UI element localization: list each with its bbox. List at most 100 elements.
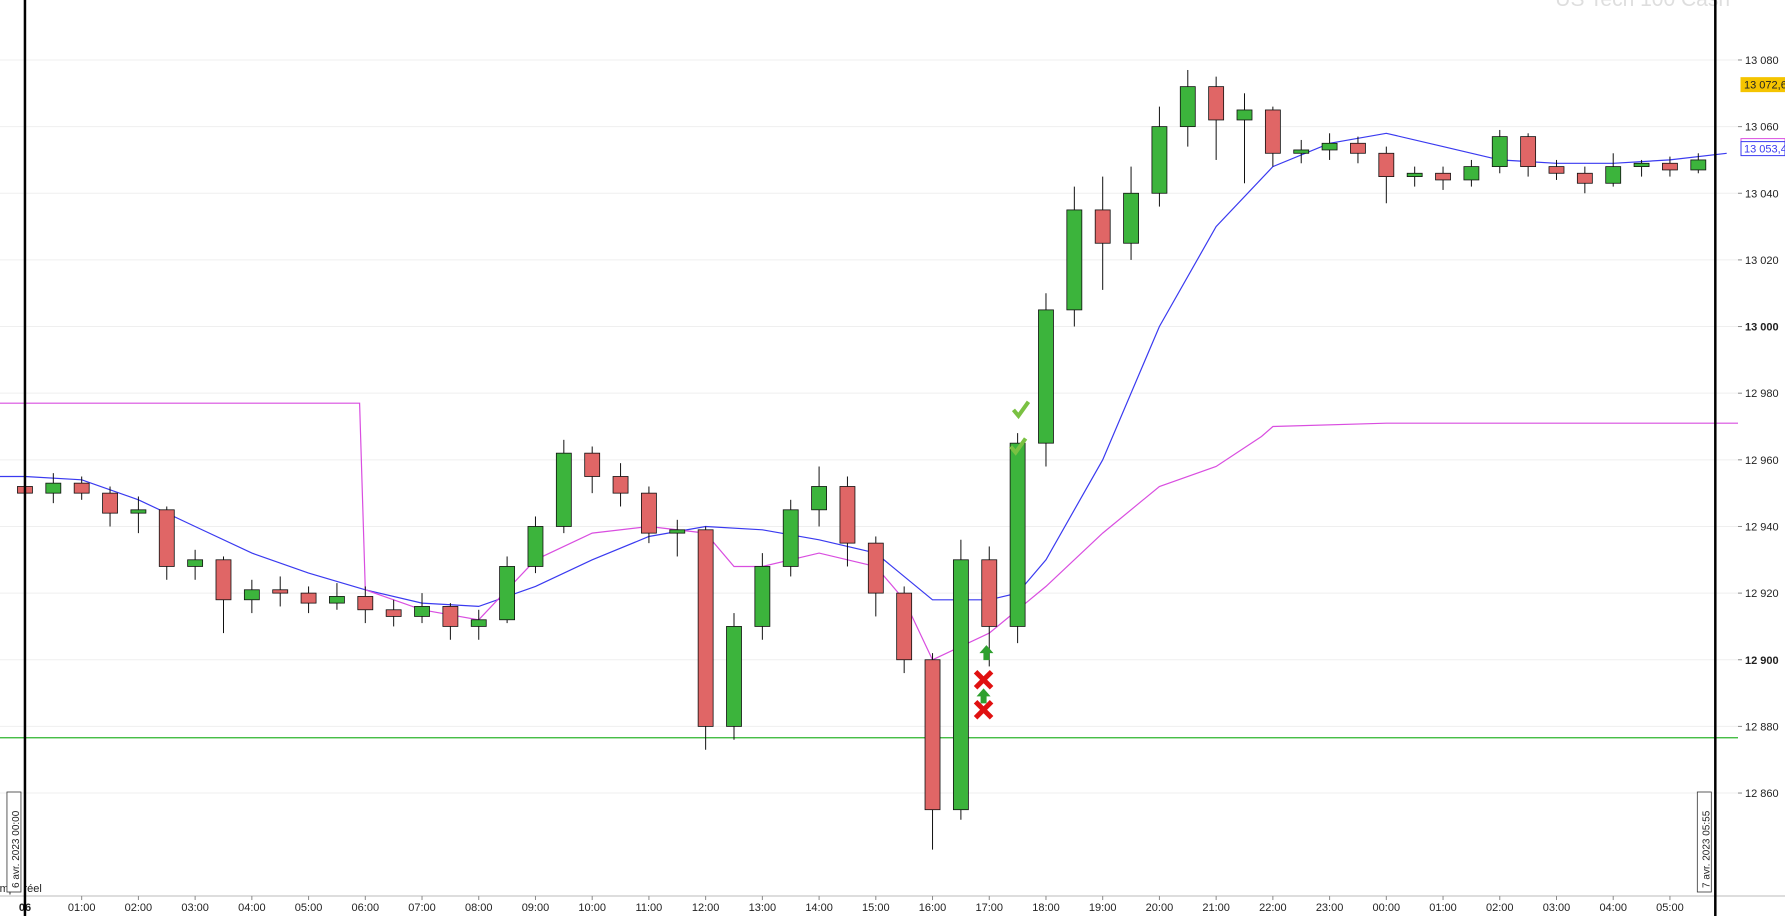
y-tick-label: 12 980 [1745, 388, 1779, 400]
candle-body [130, 509, 147, 514]
candle-body [1038, 309, 1054, 444]
x-tick-label: 05:00 [1656, 902, 1684, 914]
x-tick-label: 03:00 [181, 902, 209, 914]
candle-body [1435, 172, 1451, 181]
y-tick-label: 13 080 [1745, 55, 1779, 67]
x-tick-label: 04:00 [238, 902, 266, 914]
candle-body [45, 482, 62, 494]
y-tick-label: 12 920 [1745, 588, 1779, 600]
candle-body [782, 509, 799, 567]
candle-body [329, 596, 345, 604]
x-tick-label: 00:00 [1373, 902, 1401, 914]
candle-body [1264, 109, 1281, 154]
candle-body [1406, 172, 1423, 178]
candle-body [300, 592, 317, 604]
price-tag [1740, 77, 1785, 93]
candle-body [952, 559, 969, 811]
candle-body [1066, 209, 1083, 311]
x-tick-label: 05:00 [295, 902, 323, 914]
candle-body [1548, 166, 1565, 174]
candle-body [1151, 126, 1168, 194]
candle-body [215, 559, 232, 601]
candle-body [1633, 162, 1650, 168]
candle-body [442, 606, 459, 627]
candle-body [499, 566, 516, 621]
y-tick-label: 13 000 [1745, 322, 1779, 334]
y-tick-label: 13 060 [1745, 122, 1779, 134]
x-tick-label: 21:00 [1202, 902, 1230, 914]
buy-marker [976, 688, 991, 704]
candle-body [1236, 109, 1253, 121]
candle-body [470, 619, 487, 627]
x-tick-label: 08:00 [465, 902, 493, 914]
x-tick-label: 20:00 [1146, 902, 1174, 914]
chart-title: US Tech 100 Cash [1555, 0, 1730, 11]
y-tick-label: 12 940 [1745, 521, 1779, 533]
x-tick-label: 17:00 [975, 902, 1003, 914]
session-label: 7 avr. 2023 05:55 [1701, 810, 1712, 888]
session-label: 6 avr. 2023 00:00 [11, 810, 22, 888]
x-tick-label: 01:00 [68, 902, 96, 914]
candle-body [1576, 172, 1593, 184]
candle-body [1350, 142, 1366, 154]
x-tick-label: 16:00 [919, 902, 947, 914]
candle-body [1321, 142, 1338, 151]
x-tick-label: 01:00 [1429, 902, 1457, 914]
candle-body [1605, 166, 1622, 184]
candle-body [102, 492, 118, 514]
x-tick-label: 11:00 [636, 902, 663, 914]
candle-body [357, 596, 374, 611]
x-tick-label: 12:00 [692, 902, 720, 914]
candle-body [1662, 162, 1678, 171]
x-tick-label: 06:00 [352, 902, 380, 914]
candle-body [612, 476, 629, 494]
candle-body [272, 589, 289, 594]
x-tick-label: 14:00 [805, 902, 833, 914]
session-label-box [1696, 791, 1712, 893]
candle-body [584, 452, 601, 477]
candle-body [1009, 442, 1026, 627]
x-tick-label: 04:00 [1599, 902, 1627, 914]
candle-body [187, 559, 204, 567]
candle-body [73, 482, 90, 494]
y-tick-label: 12 960 [1745, 455, 1779, 467]
candle-body [896, 592, 913, 661]
check-marker [1009, 437, 1028, 456]
candle-body [754, 566, 771, 627]
x-tick-label: 15:00 [862, 902, 890, 914]
candle-body [867, 542, 884, 594]
price-tag-label: 13 053,4 [1744, 144, 1785, 156]
x-tick-label: 07:00 [408, 902, 436, 914]
x-tick-label: 02:00 [1486, 902, 1514, 914]
candle-body [1520, 136, 1537, 168]
candle-body [1208, 86, 1225, 121]
candle-body [1463, 166, 1480, 181]
candle-body [1179, 86, 1196, 128]
y-tick-label: 12 900 [1745, 655, 1779, 667]
x-tick-label: 02:00 [125, 902, 153, 914]
candle-body [555, 452, 572, 527]
x-tick-label: 22:00 [1259, 902, 1287, 914]
candle-body [839, 486, 856, 544]
session-label-box [6, 791, 22, 893]
candle-body [697, 529, 714, 727]
x-tick-label: 09:00 [522, 902, 550, 914]
candle-body [243, 589, 260, 601]
buy-marker [979, 645, 994, 661]
x-tick-label: 03:00 [1543, 902, 1571, 914]
candle-body [924, 659, 941, 811]
candle-body [385, 609, 402, 617]
y-tick-label: 13 040 [1745, 188, 1779, 200]
y-tick-label: 12 860 [1745, 788, 1779, 800]
candle-body [811, 486, 827, 511]
x-tick-label: 10:00 [578, 902, 606, 914]
y-tick-label: 13 020 [1745, 255, 1779, 267]
check-marker [1011, 400, 1031, 420]
candle-body [981, 559, 998, 627]
candle-body [1123, 192, 1139, 244]
candle-body [1293, 149, 1310, 154]
candle-body [669, 529, 686, 534]
plot-area [0, 59, 1738, 850]
